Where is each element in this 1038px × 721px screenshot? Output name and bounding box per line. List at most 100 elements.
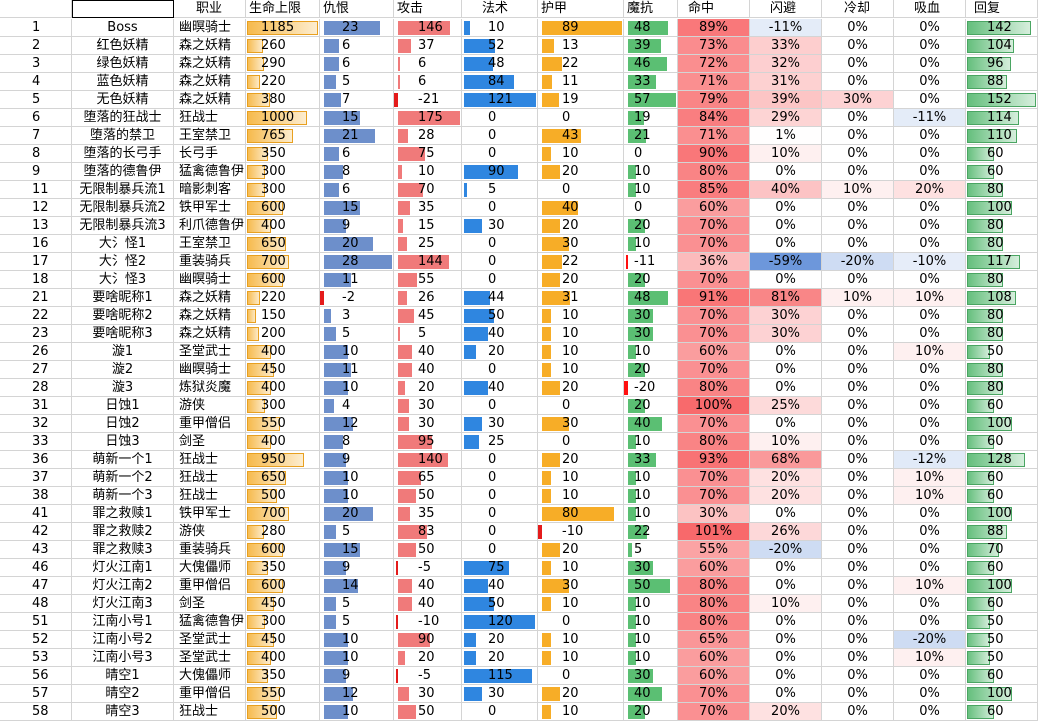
cell-atk[interactable]: 55 <box>394 270 462 289</box>
cell[interactable]: 森之妖精 <box>174 288 246 307</box>
cell-atk[interactable]: 20 <box>394 378 462 397</box>
cell[interactable]: 大氵怪2 <box>72 252 174 271</box>
cell-regen[interactable]: 128 <box>966 450 1038 469</box>
cell[interactable]: 36 <box>0 450 72 469</box>
cell-armor[interactable]: 20 <box>538 216 624 235</box>
cell-mres[interactable]: 57 <box>624 90 678 109</box>
cell-magic[interactable]: 0 <box>462 540 538 559</box>
cell-hit[interactable]: 71% <box>678 72 750 91</box>
cell[interactable]: 圣堂武士 <box>174 648 246 667</box>
cell[interactable]: 狂战士 <box>174 468 246 487</box>
cell-armor[interactable]: 43 <box>538 126 624 145</box>
cell-hp[interactable]: 950 <box>246 450 320 469</box>
cell-atk[interactable]: -5 <box>394 558 462 577</box>
cell-hit[interactable]: 80% <box>678 612 750 631</box>
cell-atk[interactable]: 146 <box>394 18 462 37</box>
cell[interactable]: 游侠 <box>174 396 246 415</box>
cell-atk[interactable]: 40 <box>394 576 462 595</box>
cell-hit[interactable]: 70% <box>678 702 750 721</box>
cell-regen[interactable]: 50 <box>966 612 1038 631</box>
cell-atk[interactable]: 175 <box>394 108 462 127</box>
cell-cd[interactable]: 0% <box>822 666 894 685</box>
cell-mres[interactable]: 0 <box>624 198 678 217</box>
cell-hit[interactable]: 55% <box>678 540 750 559</box>
cell-hp[interactable]: 300 <box>246 180 320 199</box>
cell-mres[interactable]: 10 <box>624 432 678 451</box>
cell-ls[interactable]: 0% <box>894 522 966 541</box>
cell-regen[interactable]: 60 <box>966 666 1038 685</box>
cell-regen[interactable]: 80 <box>966 216 1038 235</box>
cell-mres[interactable]: 30 <box>624 558 678 577</box>
cell-cd[interactable]: 10% <box>822 288 894 307</box>
cell[interactable]: 江南小号2 <box>72 630 174 649</box>
cell-armor[interactable]: 0 <box>538 666 624 685</box>
cell-hp[interactable]: 500 <box>246 486 320 505</box>
cell-cd[interactable]: 0% <box>822 72 894 91</box>
cell[interactable]: 圣堂武士 <box>174 630 246 649</box>
cell-hit[interactable]: 80% <box>678 576 750 595</box>
cell-mres[interactable]: 10 <box>624 486 678 505</box>
cell-dodge[interactable]: 0% <box>750 234 822 253</box>
cell-hit[interactable]: 101% <box>678 522 750 541</box>
cell-magic[interactable]: 50 <box>462 594 538 613</box>
cell-cd[interactable]: 0% <box>822 630 894 649</box>
cell[interactable]: 要啥昵称3 <box>72 324 174 343</box>
cell-dodge[interactable]: 30% <box>750 306 822 325</box>
cell-threat[interactable]: 9 <box>320 666 394 685</box>
cell[interactable]: 王室禁卫 <box>174 234 246 253</box>
header-cooldown[interactable]: 冷却 <box>822 0 894 18</box>
cell-ls[interactable]: 0% <box>894 270 966 289</box>
cell-hit[interactable]: 84% <box>678 108 750 127</box>
cell[interactable]: 晴空2 <box>72 684 174 703</box>
cell-magic[interactable]: 30 <box>462 414 538 433</box>
cell[interactable]: 晴空3 <box>72 702 174 721</box>
cell-threat[interactable]: 10 <box>320 630 394 649</box>
cell-cd[interactable]: 0% <box>822 414 894 433</box>
cell-regen[interactable]: 142 <box>966 18 1038 37</box>
cell-hit[interactable]: 80% <box>678 432 750 451</box>
cell-regen[interactable]: 80 <box>966 306 1038 325</box>
cell-hit[interactable]: 91% <box>678 288 750 307</box>
cell-threat[interactable]: 12 <box>320 414 394 433</box>
cell-hit[interactable]: 60% <box>678 198 750 217</box>
cell-hp[interactable]: 200 <box>246 324 320 343</box>
cell[interactable]: 幽暝骑士 <box>174 270 246 289</box>
cell-dodge[interactable]: 0% <box>750 360 822 379</box>
cell[interactable]: 暗影刺客 <box>174 180 246 199</box>
cell-hp[interactable]: 650 <box>246 468 320 487</box>
cell[interactable]: 森之妖精 <box>174 306 246 325</box>
cell[interactable]: 森之妖精 <box>174 324 246 343</box>
cell-dodge[interactable]: 20% <box>750 468 822 487</box>
cell-regen[interactable]: 60 <box>966 702 1038 721</box>
cell[interactable]: 1 <box>0 18 72 37</box>
cell-atk[interactable]: 65 <box>394 468 462 487</box>
cell-hp[interactable]: 150 <box>246 306 320 325</box>
cell-dodge[interactable]: -20% <box>750 540 822 559</box>
cell-threat[interactable]: 5 <box>320 612 394 631</box>
cell-dodge[interactable]: 20% <box>750 486 822 505</box>
cell-threat[interactable]: 10 <box>320 378 394 397</box>
cell-regen[interactable]: 60 <box>966 162 1038 181</box>
cell-mres[interactable]: 20 <box>624 396 678 415</box>
cell-dodge[interactable]: 40% <box>750 180 822 199</box>
cell-magic[interactable]: 10 <box>462 18 538 37</box>
cell-mres[interactable]: 30 <box>624 306 678 325</box>
cell-cd[interactable]: 0% <box>822 234 894 253</box>
cell[interactable]: 46 <box>0 558 72 577</box>
cell-mres[interactable]: 10 <box>624 648 678 667</box>
cell-hit[interactable]: 80% <box>678 594 750 613</box>
cell-hp[interactable]: 290 <box>246 54 320 73</box>
cell-atk[interactable]: 25 <box>394 234 462 253</box>
cell-armor[interactable]: 20 <box>538 540 624 559</box>
cell[interactable]: 萌新一个2 <box>72 468 174 487</box>
cell-threat[interactable]: 11 <box>320 270 394 289</box>
cell-cd[interactable]: 0% <box>822 198 894 217</box>
cell-threat[interactable]: 6 <box>320 144 394 163</box>
cell-magic[interactable]: 0 <box>462 450 538 469</box>
cell-atk[interactable]: 6 <box>394 54 462 73</box>
cell[interactable]: 漩3 <box>72 378 174 397</box>
cell-magic[interactable]: 25 <box>462 432 538 451</box>
cell-magic[interactable]: 40 <box>462 324 538 343</box>
cell-mres[interactable]: 20 <box>624 702 678 721</box>
cell-cd[interactable]: 0% <box>822 702 894 721</box>
